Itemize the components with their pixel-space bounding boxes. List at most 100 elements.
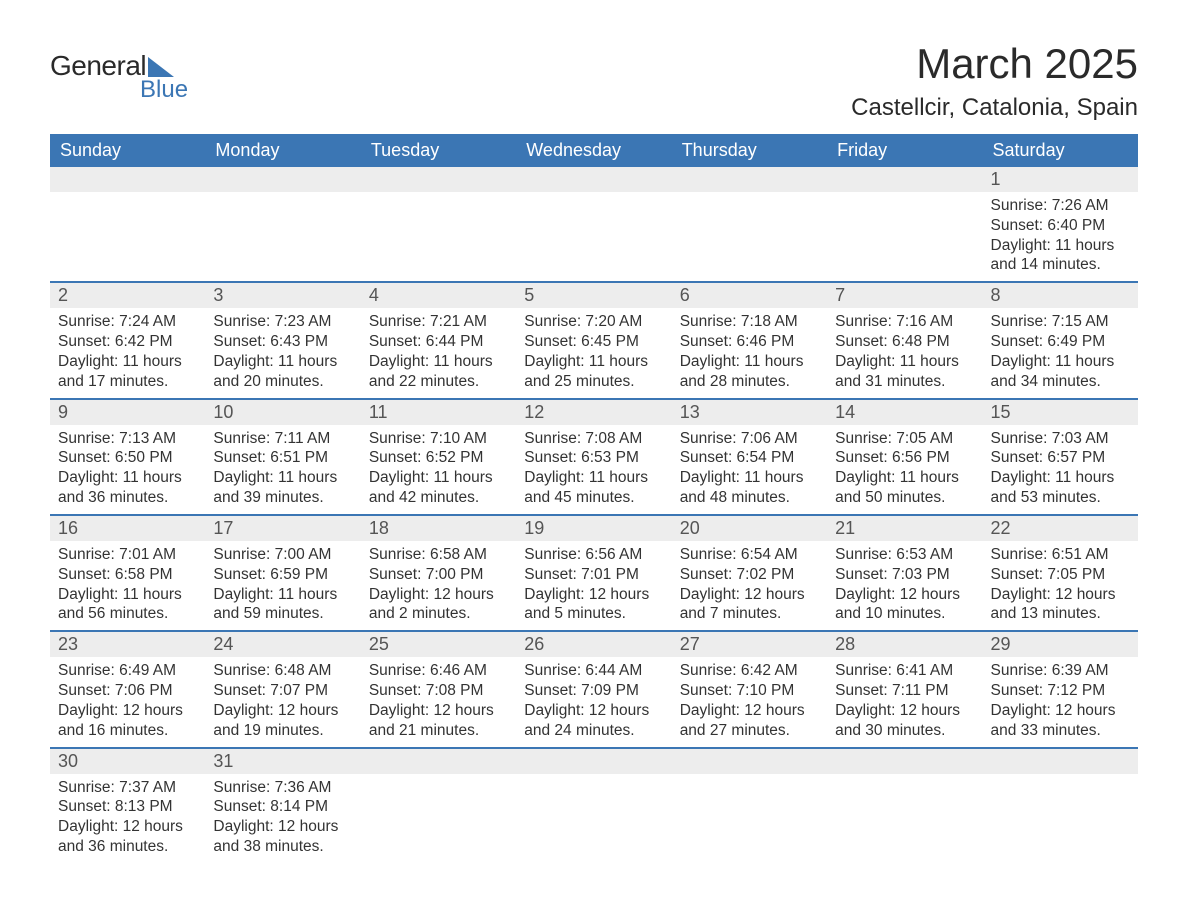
calendar-week: 16Sunrise: 7:01 AMSunset: 6:58 PMDayligh…	[50, 515, 1138, 631]
month-title: March 2025	[851, 40, 1138, 88]
day2-line: and 13 minutes.	[991, 604, 1130, 624]
day-number	[672, 167, 827, 192]
calendar-cell: 12Sunrise: 7:08 AMSunset: 6:53 PMDayligh…	[516, 399, 671, 515]
calendar-cell: 1Sunrise: 7:26 AMSunset: 6:40 PMDaylight…	[983, 167, 1138, 282]
calendar-cell: 6Sunrise: 7:18 AMSunset: 6:46 PMDaylight…	[672, 282, 827, 398]
day-body	[672, 192, 827, 212]
day2-line: and 20 minutes.	[213, 372, 352, 392]
day-number: 23	[50, 632, 205, 657]
day1-line: Daylight: 11 hours	[524, 352, 663, 372]
sunset-line: Sunset: 6:45 PM	[524, 332, 663, 352]
day-body: Sunrise: 6:54 AMSunset: 7:02 PMDaylight:…	[672, 541, 827, 630]
day-number: 3	[205, 283, 360, 308]
calendar-cell	[516, 748, 671, 863]
day-number: 2	[50, 283, 205, 308]
day-header: Wednesday	[516, 134, 671, 167]
calendar-cell: 3Sunrise: 7:23 AMSunset: 6:43 PMDaylight…	[205, 282, 360, 398]
day-body: Sunrise: 6:41 AMSunset: 7:11 PMDaylight:…	[827, 657, 982, 746]
calendar-cell: 7Sunrise: 7:16 AMSunset: 6:48 PMDaylight…	[827, 282, 982, 398]
day-body	[672, 774, 827, 794]
title-block: March 2025 Castellcir, Catalonia, Spain	[851, 40, 1138, 122]
sunset-line: Sunset: 7:09 PM	[524, 681, 663, 701]
day1-line: Daylight: 12 hours	[524, 701, 663, 721]
day1-line: Daylight: 11 hours	[680, 468, 819, 488]
day2-line: and 30 minutes.	[835, 721, 974, 741]
day-body: Sunrise: 6:49 AMSunset: 7:06 PMDaylight:…	[50, 657, 205, 746]
day1-line: Daylight: 12 hours	[58, 817, 197, 837]
day-number: 27	[672, 632, 827, 657]
day-body: Sunrise: 7:08 AMSunset: 6:53 PMDaylight:…	[516, 425, 671, 514]
day1-line: Daylight: 12 hours	[369, 701, 508, 721]
day-body: Sunrise: 7:10 AMSunset: 6:52 PMDaylight:…	[361, 425, 516, 514]
sunrise-line: Sunrise: 7:21 AM	[369, 312, 508, 332]
sunrise-line: Sunrise: 7:03 AM	[991, 429, 1130, 449]
calendar-cell: 18Sunrise: 6:58 AMSunset: 7:00 PMDayligh…	[361, 515, 516, 631]
calendar-cell: 20Sunrise: 6:54 AMSunset: 7:02 PMDayligh…	[672, 515, 827, 631]
day-body	[205, 192, 360, 212]
day-header-row: SundayMondayTuesdayWednesdayThursdayFrid…	[50, 134, 1138, 167]
day1-line: Daylight: 12 hours	[680, 701, 819, 721]
day1-line: Daylight: 12 hours	[213, 701, 352, 721]
calendar-cell: 25Sunrise: 6:46 AMSunset: 7:08 PMDayligh…	[361, 631, 516, 747]
brand-word2: Blue	[140, 76, 188, 104]
day-number: 5	[516, 283, 671, 308]
day2-line: and 36 minutes.	[58, 488, 197, 508]
day2-line: and 2 minutes.	[369, 604, 508, 624]
day2-line: and 25 minutes.	[524, 372, 663, 392]
day1-line: Daylight: 12 hours	[680, 585, 819, 605]
day-body: Sunrise: 7:37 AMSunset: 8:13 PMDaylight:…	[50, 774, 205, 863]
sunset-line: Sunset: 7:08 PM	[369, 681, 508, 701]
day-number	[827, 167, 982, 192]
day-number: 22	[983, 516, 1138, 541]
day2-line: and 19 minutes.	[213, 721, 352, 741]
calendar-cell	[50, 167, 205, 282]
sunset-line: Sunset: 6:44 PM	[369, 332, 508, 352]
brand-logo: General Blue	[50, 50, 188, 104]
day-body	[827, 774, 982, 794]
day-body	[516, 192, 671, 212]
sunrise-line: Sunrise: 6:41 AM	[835, 661, 974, 681]
sunset-line: Sunset: 6:53 PM	[524, 448, 663, 468]
calendar-cell: 27Sunrise: 6:42 AMSunset: 7:10 PMDayligh…	[672, 631, 827, 747]
day-body: Sunrise: 7:05 AMSunset: 6:56 PMDaylight:…	[827, 425, 982, 514]
sunset-line: Sunset: 6:49 PM	[991, 332, 1130, 352]
calendar-cell	[205, 167, 360, 282]
calendar-cell	[983, 748, 1138, 863]
calendar-cell: 8Sunrise: 7:15 AMSunset: 6:49 PMDaylight…	[983, 282, 1138, 398]
calendar-week: 23Sunrise: 6:49 AMSunset: 7:06 PMDayligh…	[50, 631, 1138, 747]
sunset-line: Sunset: 7:07 PM	[213, 681, 352, 701]
day-number	[983, 749, 1138, 774]
sunrise-line: Sunrise: 7:08 AM	[524, 429, 663, 449]
day-body: Sunrise: 7:01 AMSunset: 6:58 PMDaylight:…	[50, 541, 205, 630]
day2-line: and 45 minutes.	[524, 488, 663, 508]
day-body: Sunrise: 7:21 AMSunset: 6:44 PMDaylight:…	[361, 308, 516, 397]
calendar-cell: 21Sunrise: 6:53 AMSunset: 7:03 PMDayligh…	[827, 515, 982, 631]
day-body: Sunrise: 7:26 AMSunset: 6:40 PMDaylight:…	[983, 192, 1138, 281]
sunset-line: Sunset: 7:12 PM	[991, 681, 1130, 701]
calendar-week: 1Sunrise: 7:26 AMSunset: 6:40 PMDaylight…	[50, 167, 1138, 282]
day1-line: Daylight: 12 hours	[991, 585, 1130, 605]
day1-line: Daylight: 12 hours	[369, 585, 508, 605]
day-number: 18	[361, 516, 516, 541]
day-body: Sunrise: 7:03 AMSunset: 6:57 PMDaylight:…	[983, 425, 1138, 514]
sunrise-line: Sunrise: 6:58 AM	[369, 545, 508, 565]
day1-line: Daylight: 11 hours	[213, 468, 352, 488]
day2-line: and 17 minutes.	[58, 372, 197, 392]
sunrise-line: Sunrise: 6:56 AM	[524, 545, 663, 565]
day-body: Sunrise: 7:18 AMSunset: 6:46 PMDaylight:…	[672, 308, 827, 397]
day1-line: Daylight: 11 hours	[835, 468, 974, 488]
day-body: Sunrise: 6:48 AMSunset: 7:07 PMDaylight:…	[205, 657, 360, 746]
sunrise-line: Sunrise: 6:44 AM	[524, 661, 663, 681]
sunset-line: Sunset: 6:57 PM	[991, 448, 1130, 468]
day2-line: and 36 minutes.	[58, 837, 197, 857]
sunset-line: Sunset: 6:54 PM	[680, 448, 819, 468]
day1-line: Daylight: 11 hours	[369, 468, 508, 488]
day2-line: and 22 minutes.	[369, 372, 508, 392]
day-body: Sunrise: 7:06 AMSunset: 6:54 PMDaylight:…	[672, 425, 827, 514]
day2-line: and 56 minutes.	[58, 604, 197, 624]
sunset-line: Sunset: 6:42 PM	[58, 332, 197, 352]
day-body: Sunrise: 6:58 AMSunset: 7:00 PMDaylight:…	[361, 541, 516, 630]
day-body: Sunrise: 7:16 AMSunset: 6:48 PMDaylight:…	[827, 308, 982, 397]
day2-line: and 10 minutes.	[835, 604, 974, 624]
day1-line: Daylight: 11 hours	[524, 468, 663, 488]
